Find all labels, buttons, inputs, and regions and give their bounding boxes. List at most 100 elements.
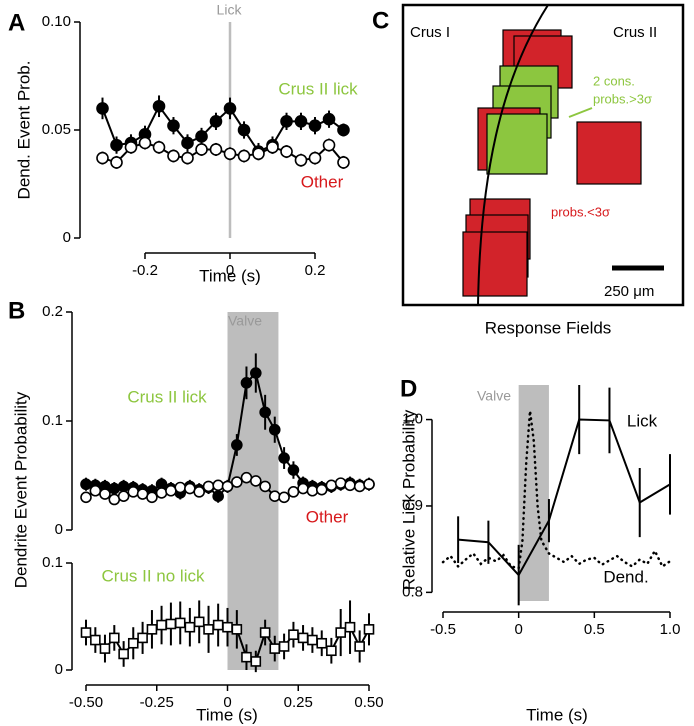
- marker: [110, 138, 123, 152]
- annotation: Crus II lick: [127, 387, 207, 406]
- annotation: Crus II no lick: [102, 566, 205, 585]
- marker: [209, 115, 223, 128]
- marker: [117, 480, 130, 493]
- marker: [223, 102, 237, 115]
- marker: [337, 156, 350, 169]
- marker: [136, 488, 149, 500]
- marker: [259, 406, 271, 419]
- marker: [268, 423, 281, 436]
- x-tick-label: -0.50: [69, 694, 103, 711]
- y-tick-label: 0: [55, 661, 63, 678]
- y-tick-label: 0.05: [42, 121, 71, 138]
- marker: [335, 627, 347, 638]
- marker: [353, 480, 366, 493]
- marker: [269, 643, 281, 654]
- marker: [240, 377, 253, 389]
- marker: [137, 632, 148, 644]
- marker: [316, 637, 328, 649]
- marker: [294, 153, 308, 167]
- x-axis-label: Time (s): [199, 266, 261, 285]
- marker: [222, 621, 233, 633]
- note-pointer: [568, 107, 593, 118]
- x-tick-label: -0.2: [132, 262, 158, 279]
- marker: [259, 627, 271, 638]
- marker: [250, 367, 262, 379]
- marker: [334, 477, 347, 489]
- marker: [278, 641, 290, 652]
- marker: [212, 619, 224, 631]
- series-line: [458, 418, 671, 577]
- marker: [278, 452, 290, 464]
- marker: [212, 479, 224, 492]
- marker: [280, 115, 293, 128]
- y-axis-label: Relative Lick Probability: [399, 409, 418, 590]
- marker: [127, 486, 140, 498]
- x-tick-label: 0.50: [354, 694, 383, 711]
- marker: [307, 634, 318, 646]
- x-tick-label: 0.25: [284, 694, 313, 711]
- x-tick-label: 1.0: [660, 621, 681, 638]
- marker: [96, 151, 109, 165]
- marker: [203, 624, 214, 635]
- annotation: Crus II lick: [278, 79, 358, 98]
- marker: [250, 656, 262, 667]
- y-tick-label: 0.2: [42, 303, 63, 320]
- marker: [108, 482, 121, 495]
- scale-label: 250 μm: [604, 283, 654, 300]
- marker: [278, 491, 290, 504]
- frame: [401, 3, 685, 307]
- response-fields-diagram: C Crus I Crus II 2 cons. probs.>3σ probs…: [372, 3, 685, 337]
- y-tick-label: 0: [63, 229, 71, 246]
- marker: [287, 464, 300, 476]
- marker: [231, 476, 243, 488]
- marker: [250, 475, 262, 487]
- marker: [99, 488, 111, 500]
- panel-letter: B: [8, 297, 25, 324]
- marker: [80, 478, 92, 491]
- marker: [297, 632, 309, 644]
- note: probs.<3σ: [551, 204, 610, 219]
- marker: [174, 481, 187, 494]
- marker: [288, 629, 299, 640]
- marker: [326, 645, 337, 657]
- y-tick-label: 0.1: [42, 412, 63, 429]
- marker: [237, 149, 251, 163]
- marker: [167, 149, 180, 163]
- y-axis-label: Dend. Event Prob.: [14, 61, 33, 200]
- marker: [152, 140, 166, 154]
- marker: [322, 138, 336, 152]
- annotation: Valve: [477, 388, 511, 404]
- marker: [165, 484, 177, 497]
- marker: [118, 648, 129, 660]
- marker: [184, 482, 196, 495]
- marker: [363, 624, 375, 635]
- marker: [212, 490, 224, 503]
- marker: [322, 112, 336, 126]
- marker: [156, 619, 167, 631]
- caption: Response Fields: [485, 318, 612, 337]
- marker: [181, 151, 194, 165]
- marker: [146, 624, 158, 635]
- panel-letter: D: [400, 375, 417, 402]
- marker: [184, 621, 196, 633]
- marker: [241, 651, 252, 663]
- note: 2 cons.: [593, 73, 635, 88]
- marker: [231, 439, 243, 451]
- marker: [237, 123, 251, 137]
- marker: [195, 130, 208, 143]
- x-axis-label: Time (s): [196, 705, 258, 724]
- marker: [195, 143, 208, 156]
- marker: [308, 151, 322, 165]
- annotation: Other: [301, 172, 344, 191]
- boundary: [477, 4, 549, 306]
- y-tick-label: 0.9: [402, 497, 423, 514]
- region-label: Crus I: [410, 24, 450, 41]
- marker: [167, 119, 180, 132]
- marker: [252, 147, 265, 161]
- marker: [155, 487, 168, 499]
- annotation: Dend.: [603, 567, 648, 586]
- marker: [259, 480, 271, 493]
- marker: [96, 102, 109, 115]
- marker: [99, 643, 111, 654]
